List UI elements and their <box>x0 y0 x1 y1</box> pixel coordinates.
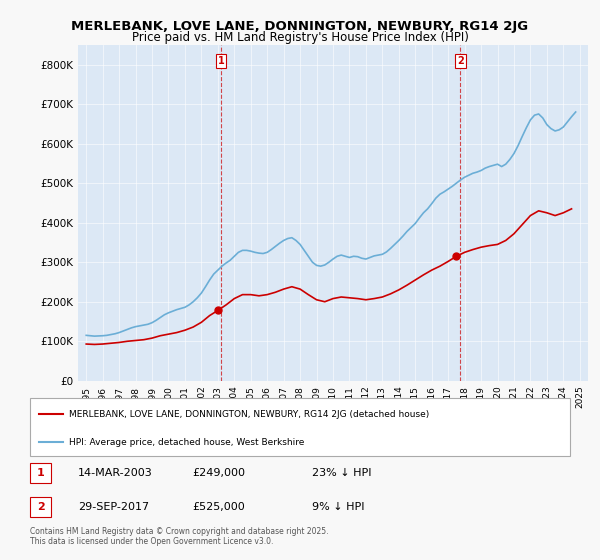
Text: 29-SEP-2017: 29-SEP-2017 <box>78 502 149 512</box>
Text: £249,000: £249,000 <box>192 468 245 478</box>
Text: Contains HM Land Registry data © Crown copyright and database right 2025.
This d: Contains HM Land Registry data © Crown c… <box>30 526 329 546</box>
Text: 1: 1 <box>218 55 224 66</box>
Text: Price paid vs. HM Land Registry's House Price Index (HPI): Price paid vs. HM Land Registry's House … <box>131 31 469 44</box>
Text: HPI: Average price, detached house, West Berkshire: HPI: Average price, detached house, West… <box>69 438 304 447</box>
Text: 14-MAR-2003: 14-MAR-2003 <box>78 468 153 478</box>
Text: £525,000: £525,000 <box>192 502 245 512</box>
Text: 9% ↓ HPI: 9% ↓ HPI <box>312 502 365 512</box>
Text: MERLEBANK, LOVE LANE, DONNINGTON, NEWBURY, RG14 2JG: MERLEBANK, LOVE LANE, DONNINGTON, NEWBUR… <box>71 20 529 32</box>
Text: 23% ↓ HPI: 23% ↓ HPI <box>312 468 371 478</box>
Text: MERLEBANK, LOVE LANE, DONNINGTON, NEWBURY, RG14 2JG (detached house): MERLEBANK, LOVE LANE, DONNINGTON, NEWBUR… <box>69 410 429 419</box>
Text: 2: 2 <box>37 502 44 512</box>
Text: 1: 1 <box>37 468 44 478</box>
Text: 2: 2 <box>457 55 464 66</box>
